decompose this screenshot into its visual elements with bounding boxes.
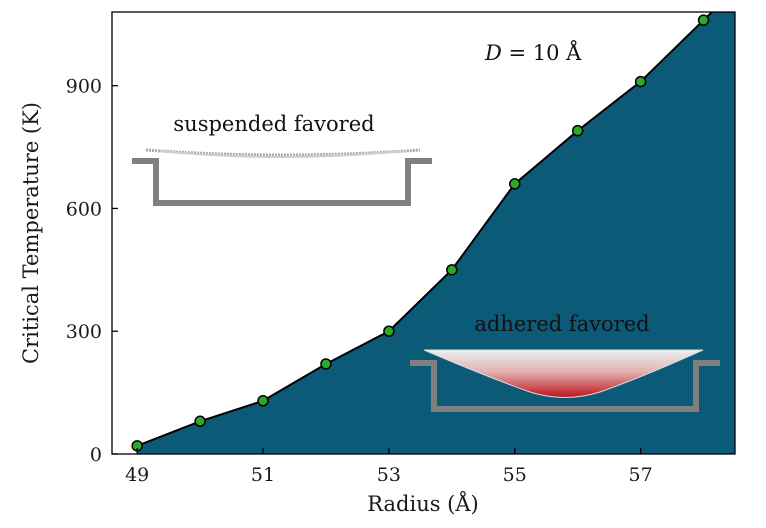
data-point	[194, 415, 206, 428]
d-parameter-variable: D	[484, 41, 502, 65]
y-axis-label: Critical Temperature (K)	[19, 102, 43, 364]
data-point	[446, 264, 458, 276]
adhered-favored-label: adhered favored	[474, 312, 649, 336]
plot-frame	[111, 11, 736, 455]
data-point	[697, 14, 710, 26]
data-point	[508, 178, 521, 190]
adhered-membrane	[423, 349, 704, 398]
data-point	[383, 325, 395, 337]
data-point	[320, 358, 332, 370]
x-axis-ticks: 49 51 53 55 57	[125, 448, 653, 486]
y-tick-label: 900	[66, 76, 102, 98]
d-parameter-label: D = 10 Å	[484, 40, 582, 65]
suspended-favored-inset: suspended favored	[132, 112, 432, 206]
y-tick-label: 300	[66, 321, 102, 343]
x-tick-label: 53	[377, 464, 401, 486]
x-tick-label: 57	[629, 464, 653, 486]
data-point	[634, 75, 647, 88]
adhered-region-fill	[137, 12, 735, 454]
x-tick-label: 49	[125, 464, 149, 486]
data-point	[571, 124, 584, 137]
x-axis-label: Radius (Å)	[367, 491, 479, 516]
suspended-trench	[132, 158, 432, 206]
suspended-favored-label: suspended favored	[173, 112, 374, 136]
y-tick-label: 600	[66, 198, 102, 220]
data-point	[257, 395, 269, 407]
adhered-trench	[410, 360, 720, 412]
x-tick-label: 55	[503, 464, 527, 486]
adhered-favored-inset: adhered favored	[410, 312, 720, 412]
d-parameter-value: = 10 Å	[502, 40, 582, 65]
suspended-membrane-underside	[159, 150, 406, 158]
x-tick-label: 51	[251, 464, 275, 486]
y-axis-ticks: 0 300 600 900	[66, 76, 118, 466]
y-tick-label: 0	[90, 444, 102, 466]
